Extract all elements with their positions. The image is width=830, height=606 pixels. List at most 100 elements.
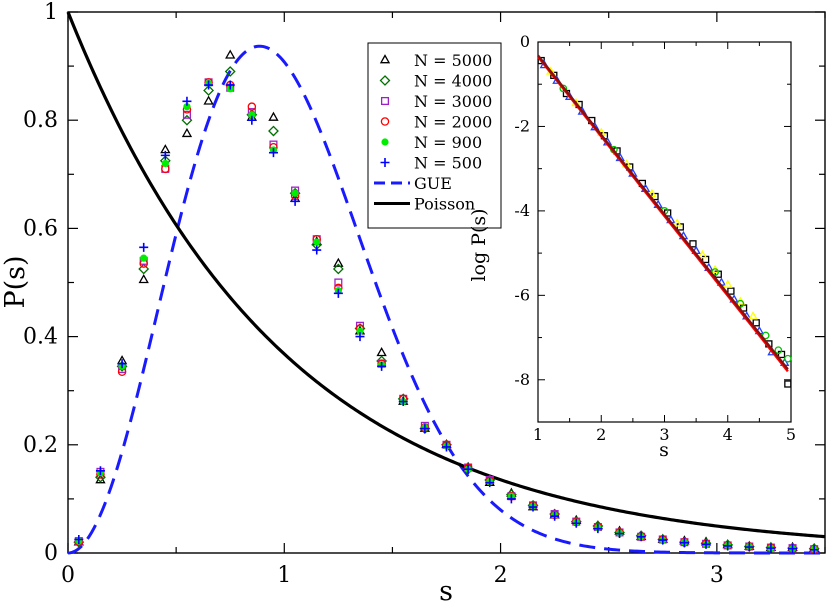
data-point (182, 110, 191, 119)
y-tick-label: 0 (44, 541, 58, 566)
inset-plot: 1 2 3 4 5 0 -2 -4 -6 -8 s log P(s) (468, 32, 796, 461)
data-point (313, 238, 321, 246)
data-point (268, 125, 279, 137)
data-point (333, 288, 343, 298)
inset-y-tick-label: 0 (520, 32, 530, 51)
legend-marker (379, 54, 391, 64)
y-tick-label: 0.6 (23, 216, 58, 241)
y-tick-label: 1 (44, 0, 58, 25)
data-point (593, 524, 603, 534)
x-tick-label: 0 (61, 563, 75, 588)
legend-label: GUE (414, 174, 452, 193)
legend-marker (381, 138, 389, 146)
data-point (334, 278, 343, 287)
data-point (723, 541, 733, 551)
inset-data-point (727, 287, 735, 295)
data-point (138, 273, 149, 284)
data-point (571, 518, 581, 528)
data-point (550, 511, 560, 521)
inset-y-tick-label: -6 (514, 285, 530, 304)
legend-box (367, 42, 502, 229)
data-point (138, 263, 150, 275)
inset-data-point (559, 84, 568, 93)
inset-y-tick-label: -2 (514, 116, 530, 135)
data-point (788, 544, 798, 554)
inset-y-tick-label: -4 (514, 201, 530, 220)
data-point (74, 534, 84, 544)
legend-label: N = 2000 (414, 113, 492, 132)
legend-label: N = 900 (414, 133, 482, 152)
data-point (247, 115, 257, 125)
data-point (224, 66, 236, 77)
inset-data-point (672, 218, 682, 227)
data-point (485, 478, 495, 488)
inset-axis-ticks: 1 2 3 4 5 0 -2 -4 -6 -8 (514, 32, 796, 444)
data-point (247, 102, 257, 111)
data-point (355, 332, 365, 342)
data-point (140, 254, 148, 262)
data-point (744, 542, 754, 552)
data-point (181, 127, 193, 138)
inset-data-point (748, 311, 758, 320)
inset-data-point (774, 346, 783, 355)
data-point (463, 464, 473, 474)
data-point (679, 538, 689, 548)
data-point (442, 442, 451, 452)
inset-fit-line (537, 54, 789, 370)
legend-marker (380, 117, 390, 126)
data-point (312, 245, 322, 255)
data-point (95, 466, 105, 476)
data-point (160, 150, 170, 160)
inset-y-axis-label: log P(s) (468, 208, 490, 281)
legend-label: N = 5000 (414, 51, 492, 70)
inset-fit-lines (537, 54, 789, 373)
data-point (203, 85, 215, 96)
data-point (615, 529, 625, 539)
x-tick-label: 1 (277, 563, 291, 588)
data-point (377, 361, 387, 371)
legend-marker (380, 96, 390, 106)
data-point (398, 397, 408, 407)
inset-plot-frame (537, 41, 792, 423)
data-point (182, 96, 192, 106)
data-point (225, 49, 236, 59)
data-point (203, 95, 214, 105)
y-axis-label: P(s) (0, 255, 31, 308)
data-point (333, 257, 344, 267)
data-point (528, 502, 538, 512)
data-point (117, 359, 127, 369)
main-axis-ticks: 0 1 2 3 0 0.2 0.4 0.6 0.8 1 (23, 0, 826, 588)
inset-data-point (784, 380, 792, 388)
inset-data-point (647, 188, 657, 198)
inset-data-point (783, 354, 792, 363)
data-point (161, 159, 169, 168)
inset-x-tick-label: 2 (596, 425, 606, 444)
legend-marker (380, 158, 390, 167)
y-tick-label: 0.8 (23, 108, 58, 133)
inset-y-tick-label: -8 (514, 370, 530, 389)
data-point (636, 532, 646, 542)
inset-x-tick-label: 1 (533, 425, 543, 444)
data-point (291, 189, 299, 197)
data-point (204, 80, 214, 90)
inset-x-axis-label: s (659, 439, 669, 461)
poisson-curve (66, 11, 826, 539)
data-point (290, 196, 300, 206)
inset-data-point (752, 319, 760, 327)
data-point (376, 347, 387, 357)
legend-marker (379, 75, 391, 86)
inset-x-tick-label: 4 (723, 425, 733, 444)
legend-label: N = 500 (414, 154, 482, 173)
inset-data-point (761, 331, 770, 340)
data-point (268, 111, 279, 121)
legend-label: Poisson (414, 195, 475, 214)
inset-data-point (697, 249, 708, 259)
data-point (268, 148, 278, 158)
data-point (420, 424, 430, 434)
data-point (248, 111, 256, 119)
inset-data-point (689, 240, 697, 248)
data-point (658, 535, 668, 545)
y-tick-label: 0.2 (23, 433, 58, 458)
